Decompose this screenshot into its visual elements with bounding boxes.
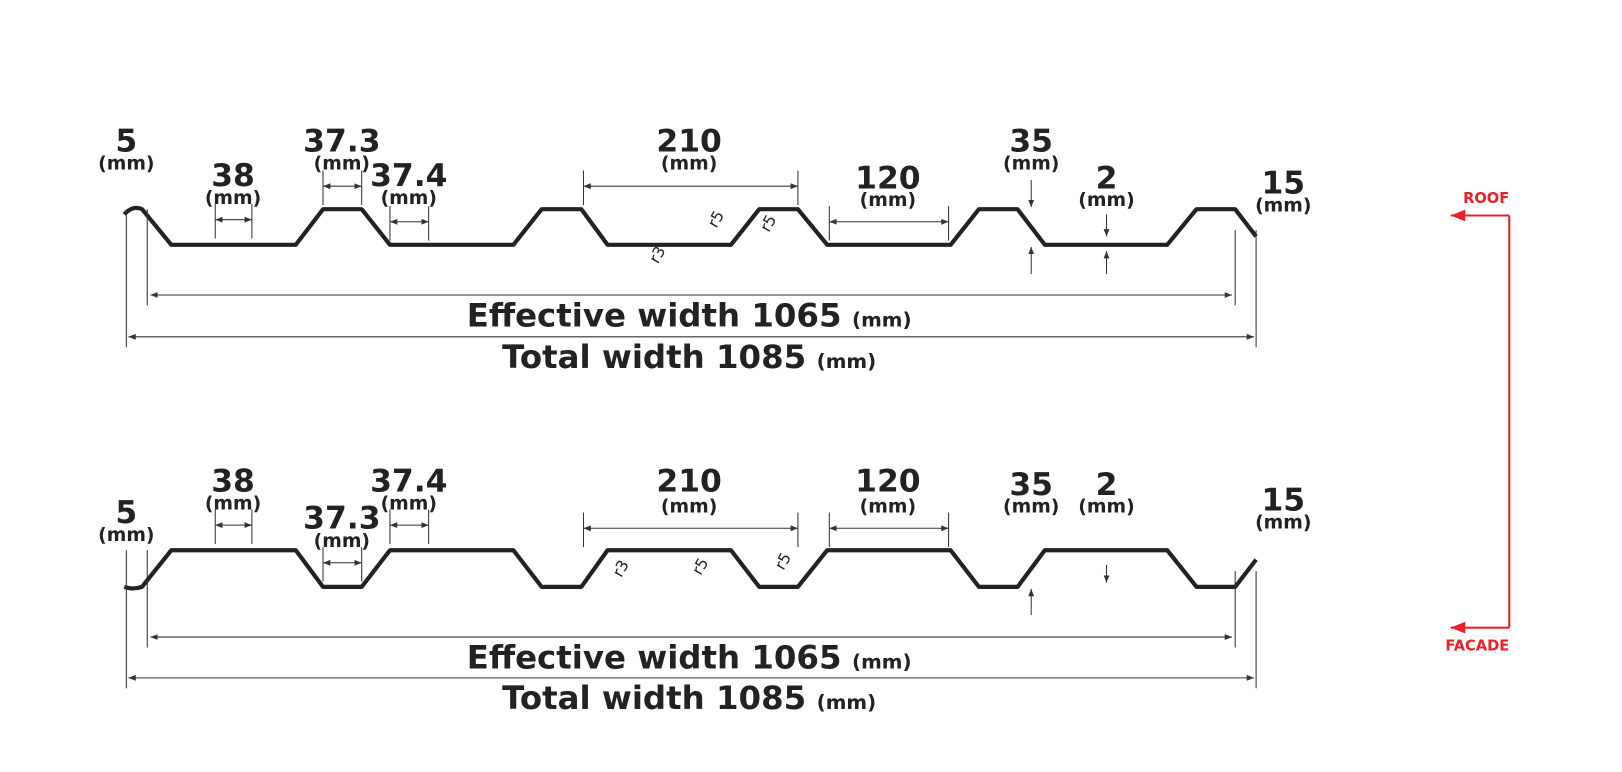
- width-unit: (mm): [852, 650, 912, 673]
- dimension-unit: (mm): [98, 525, 154, 546]
- total-width: Total width 1085 (mm): [502, 679, 876, 717]
- dimension-unit: (mm): [860, 497, 916, 518]
- dimension-value: 120: [855, 160, 921, 196]
- width-label: Total width 1085: [502, 679, 806, 717]
- dimension-unit: (mm): [1003, 497, 1059, 518]
- orientation-indicator: ROOF FACADE: [1445, 190, 1511, 655]
- dimension-unit: (mm): [98, 153, 154, 174]
- dimension-unit: (mm): [1255, 195, 1311, 216]
- width-unit: (mm): [817, 350, 877, 373]
- dimension-unit: (mm): [1078, 190, 1134, 211]
- radius-label: r5: [770, 549, 795, 573]
- radius-label: r5: [703, 207, 728, 231]
- width-unit: (mm): [852, 308, 912, 331]
- width-unit: (mm): [817, 691, 877, 714]
- total-width: Total width 1085 (mm): [502, 338, 876, 376]
- dimension-value: 37.3: [303, 124, 380, 160]
- dimension-unit: (mm): [381, 188, 437, 209]
- radius-label: r5: [756, 211, 781, 235]
- dimension-unit: (mm): [314, 153, 370, 174]
- dimension-value: 37.4: [370, 158, 447, 194]
- dimension-unit: (mm): [661, 153, 717, 174]
- radius-label: r5: [688, 554, 713, 578]
- width-label: Total width 1085: [502, 338, 806, 376]
- dimension-unit: (mm): [205, 493, 261, 514]
- dimension-value: 15: [1261, 166, 1305, 202]
- dimension-value: 2: [1096, 160, 1118, 196]
- dimension-value: 5: [115, 124, 137, 160]
- width-label: Effective width 1065: [467, 638, 842, 676]
- dimension-value: 5: [115, 495, 137, 531]
- dimension-unit: (mm): [381, 493, 437, 514]
- profile-roof: [122, 205, 1258, 247]
- dimension-value: 37.4: [370, 464, 447, 500]
- dimension-unit: (mm): [661, 497, 717, 518]
- dimension-value: 210: [656, 124, 722, 160]
- effective-width: Effective width 1065 (mm): [467, 638, 912, 676]
- dimension-unit: (mm): [205, 188, 261, 209]
- dimension-unit: (mm): [1003, 153, 1059, 174]
- dimension-value: 15: [1261, 482, 1305, 518]
- dimension-value: 120: [855, 464, 921, 500]
- dimension-value: 210: [656, 464, 722, 500]
- dimension-unit: (mm): [860, 190, 916, 211]
- dimension-value: 35: [1009, 467, 1053, 503]
- dimension-unit: (mm): [1255, 512, 1311, 533]
- dimension-value: 38: [211, 158, 255, 194]
- radius-label: r3: [608, 557, 633, 581]
- width-label: Effective width 1065: [467, 296, 842, 334]
- dimension-value: 2: [1096, 467, 1118, 503]
- dimension-value: 37.3: [303, 500, 380, 536]
- dimension-unit: (mm): [1078, 497, 1134, 518]
- facade-label: FACADE: [1445, 638, 1509, 655]
- roof-label: ROOF: [1463, 190, 1509, 207]
- profile-facade: [123, 548, 1258, 591]
- effective-width: Effective width 1065 (mm): [467, 296, 912, 334]
- dimension-value: 35: [1009, 124, 1053, 160]
- dimension-value: 38: [211, 464, 255, 500]
- dimension-unit: (mm): [314, 531, 370, 552]
